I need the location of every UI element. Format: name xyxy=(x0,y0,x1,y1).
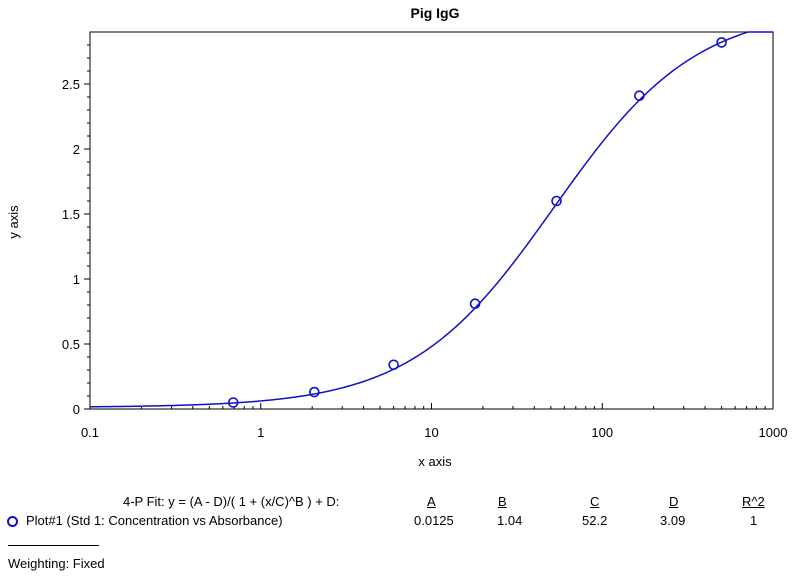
separator-line xyxy=(8,545,99,546)
fit-curve xyxy=(89,31,773,408)
legend-marker-icon xyxy=(7,516,18,527)
x-tick-label: 1000 xyxy=(759,425,788,440)
x-tick-label: 100 xyxy=(591,425,613,440)
y-tick-label: 0 xyxy=(73,402,80,417)
fit-header-a: A xyxy=(427,494,436,509)
fit-value-c: 52.2 xyxy=(582,513,608,528)
data-point xyxy=(716,37,727,48)
fit-value-d: 3.09 xyxy=(660,513,686,528)
fit-header-d: D xyxy=(669,494,679,509)
y-tick-label: 1.5 xyxy=(62,207,80,222)
data-point xyxy=(227,397,239,408)
fit-header-r2: R^2 xyxy=(742,494,765,509)
legend-label: Plot#1 (Std 1: Concentration vs Absorban… xyxy=(26,513,283,528)
x-axis-label: x axis xyxy=(418,454,452,469)
chart-title: Pig IgG xyxy=(411,5,460,21)
fit-equation: 4-P Fit: y = (A - D)/( 1 + (x/C)^B ) + D… xyxy=(123,494,340,509)
plot-area: 0.1 1 10 100 1000 0 0.5 1 1.5 2 2.5 xyxy=(62,31,788,440)
data-point xyxy=(551,195,562,207)
x-tick-label: 1 xyxy=(257,425,264,440)
data-points xyxy=(227,37,727,408)
y-axis-label: y axis xyxy=(6,205,21,239)
fit-header-b: B xyxy=(498,494,507,509)
fit-header-c: C xyxy=(590,494,600,509)
y-tick-label: 1 xyxy=(73,272,80,287)
y-tick-label: 2.5 xyxy=(62,77,80,92)
data-point xyxy=(309,386,320,398)
x-tick-label: 10 xyxy=(424,425,438,440)
fit-value-a: 0.0125 xyxy=(414,513,454,528)
weighting-label: Weighting: Fixed xyxy=(8,556,105,571)
data-point xyxy=(469,298,481,310)
data-point xyxy=(634,90,645,101)
data-point xyxy=(388,359,399,371)
fit-value-r2: 1 xyxy=(750,513,758,528)
y-tick-label: 2 xyxy=(73,142,80,157)
x-tick-label: 0.1 xyxy=(81,425,99,440)
plot-frame xyxy=(89,31,774,410)
fit-value-b: 1.04 xyxy=(497,513,523,528)
y-tick-label: 0.5 xyxy=(62,337,80,352)
chart: Pig IgG y axis x axis 0.1 1 10 100 1000 0 0.5 1… xyxy=(6,5,788,469)
